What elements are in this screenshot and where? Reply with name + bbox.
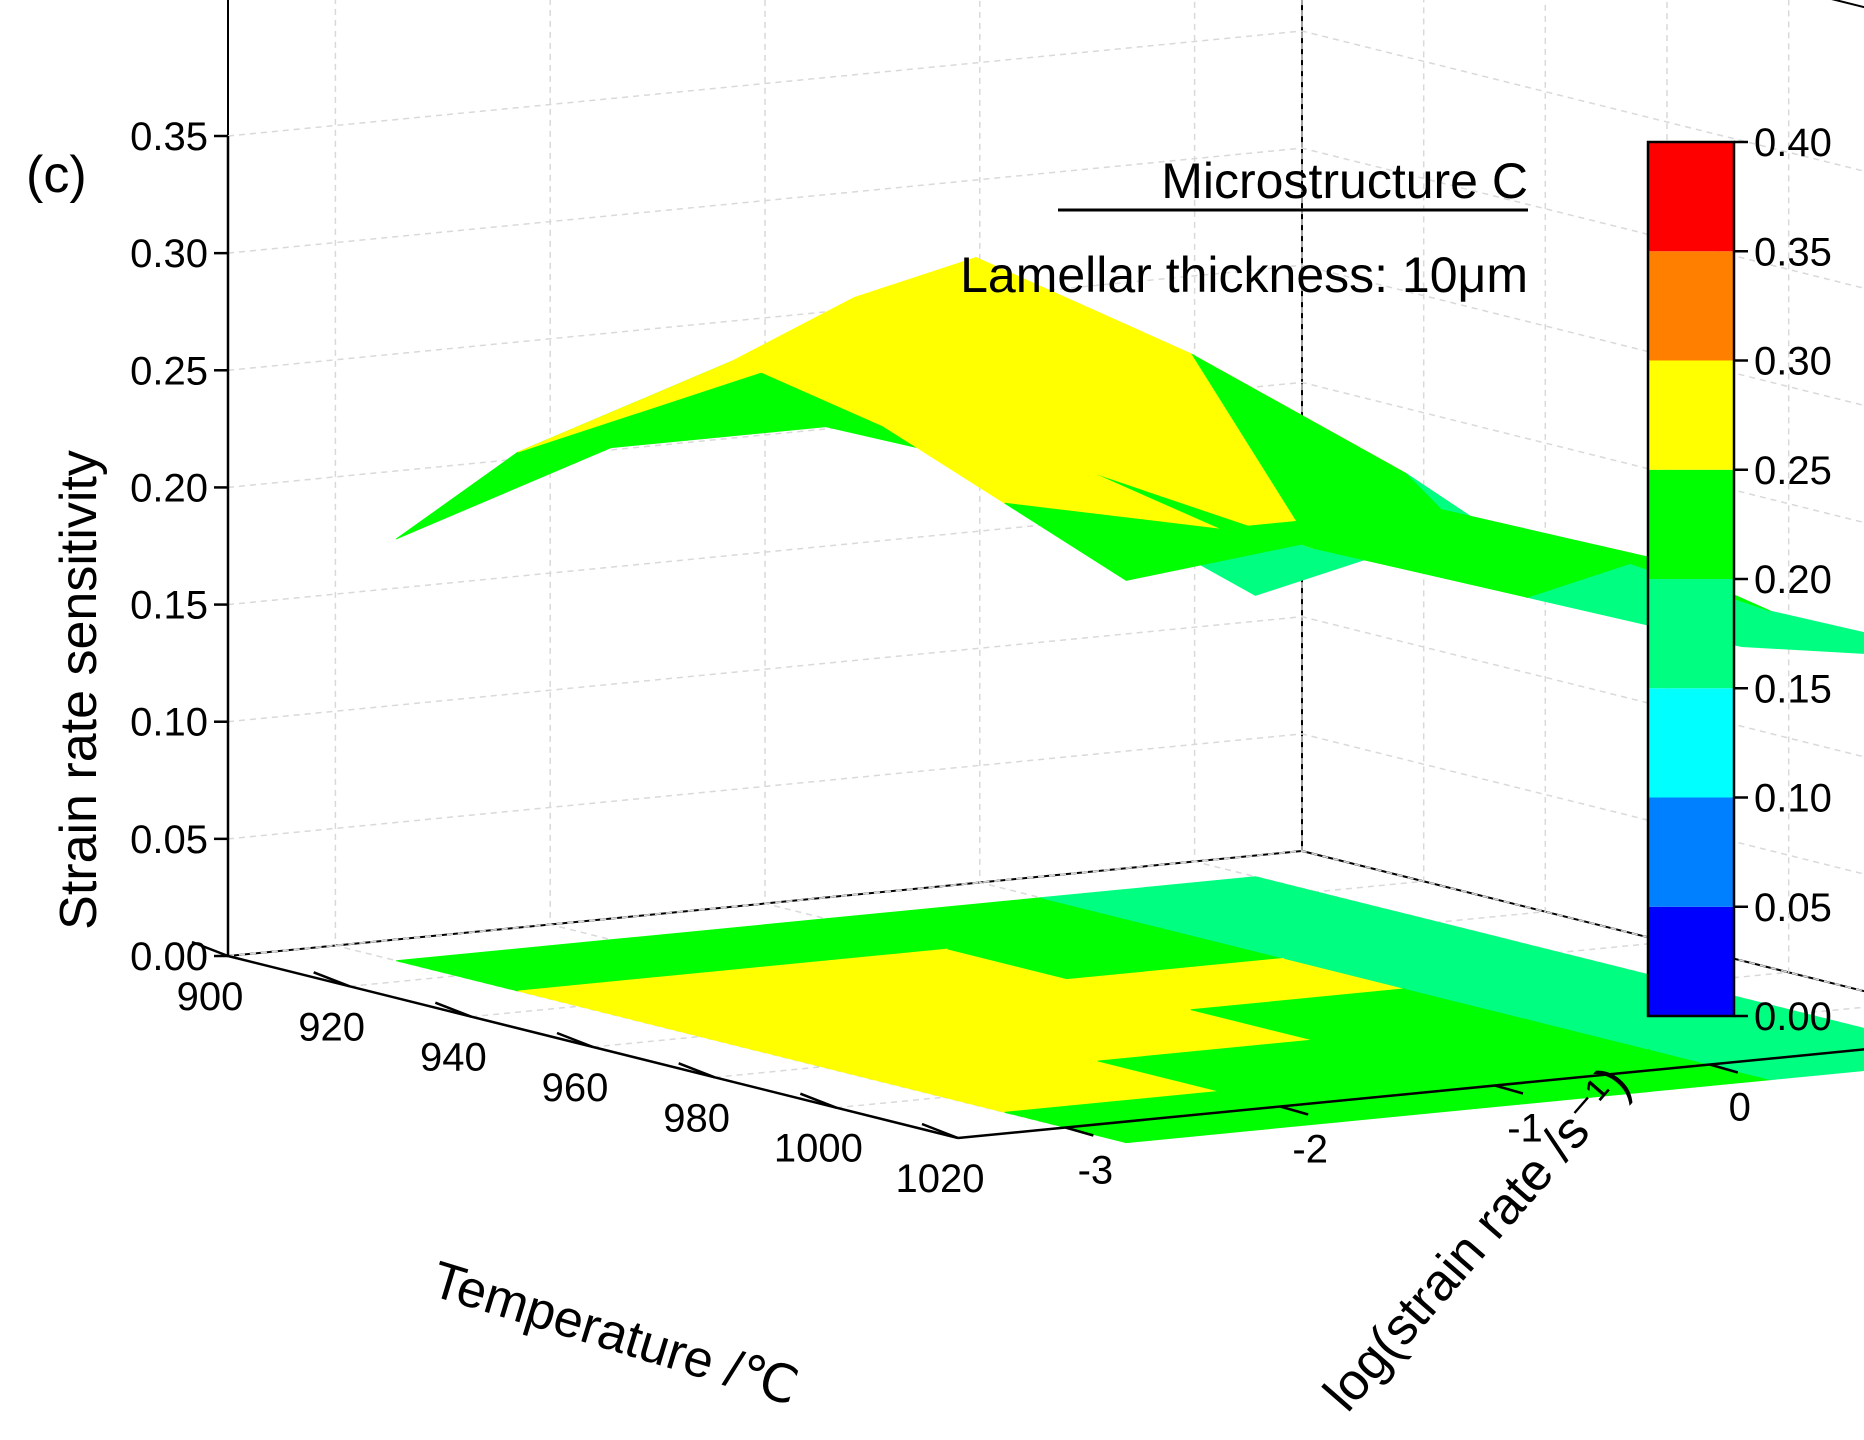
y-gridline: [549, 0, 1281, 1108]
x-tick: [191, 940, 229, 958]
colorbar-tick-label: 0.00: [1754, 995, 1832, 1039]
x-tick: [556, 1031, 594, 1049]
y-gridline: [334, 0, 1066, 1129]
colorbar-tick-label: 0.15: [1754, 667, 1832, 711]
chart-title: Microstructure C: [1161, 153, 1528, 209]
colorbar-tick-label: 0.05: [1754, 886, 1832, 930]
x-tick-label: 1020: [896, 1157, 985, 1201]
z-gridline: [227, 30, 1864, 172]
y-tick-label: -1: [1507, 1107, 1543, 1151]
x-gridline: [714, 0, 1790, 1079]
colorbar-segment: [1648, 797, 1734, 907]
colorbar: 0.00 0.05 0.10 0.15 0.20 0.25 0.30 0.35 0.40: [1646, 121, 1832, 1039]
y-gridline: [764, 0, 1496, 1087]
x-tick: [434, 1001, 472, 1018]
floor-projection: [396, 876, 1864, 1144]
z-tick-label: 0.35: [130, 115, 208, 159]
z-tick-label: 0.25: [130, 349, 208, 393]
x-tick: [313, 971, 351, 988]
colorbar-segment: [1648, 142, 1734, 252]
x-tick: [921, 1122, 959, 1140]
x-gridline: [471, 0, 1547, 1018]
y-tick: [1709, 1063, 1739, 1074]
z-axis-title: Strain rate sensitivity: [50, 450, 108, 930]
x-tick-label: 980: [663, 1096, 730, 1140]
tick-labels: 0.00 0.05 0.10 0.15 0.20 0.25 0.30 0.35 900 920 94…: [130, 115, 1751, 1201]
z-tick-label: 0.15: [130, 584, 208, 628]
colorbar-tick-label: 0.35: [1754, 230, 1832, 274]
colorbar-tick-label: 0.30: [1754, 340, 1832, 384]
z-tick-label: 0.00: [130, 935, 208, 979]
x-axis-title: Temperature /℃: [425, 1251, 805, 1417]
z-gridline: [227, 381, 1864, 524]
x-tick-label: 960: [542, 1066, 609, 1110]
panel-label: (c): [26, 146, 87, 204]
x-tick-label: 940: [420, 1036, 487, 1080]
colorbar-segment: [1648, 688, 1734, 798]
z-gridline: [227, 733, 1864, 875]
z-tick-label: 0.30: [130, 232, 208, 276]
z-gridline: [227, 615, 1864, 758]
x-gridline: [349, 0, 1425, 988]
x-tick: [799, 1092, 837, 1109]
colorbar-segment: [1648, 579, 1734, 689]
y-tick-label: -2: [1292, 1128, 1328, 1172]
colorbar-tick-label: 0.20: [1754, 558, 1832, 602]
chart-subtitle: Lamellar thickness: 10μm: [960, 247, 1528, 303]
y-tick-label: -3: [1078, 1149, 1114, 1193]
y-tick: [1065, 1126, 1094, 1137]
x-gridline: [227, 0, 1303, 957]
z-tick-label: 0.20: [130, 466, 208, 510]
colorbar-tick-label: 0.40: [1754, 121, 1832, 165]
colorbar-tick-label: 0.25: [1754, 449, 1832, 493]
y-tick: [1494, 1084, 1524, 1095]
colorbar-segment: [1648, 251, 1734, 361]
colorbar-segment: [1648, 469, 1734, 579]
colorbar-segment: [1648, 906, 1734, 1016]
y-tick: [1279, 1105, 1309, 1116]
x-tick-label: 900: [177, 975, 244, 1019]
colorbar-segment: [1648, 360, 1734, 470]
x-tick-label: 920: [298, 1005, 365, 1049]
y-tick-label: 0: [1729, 1086, 1751, 1130]
x-tick-label: 1000: [774, 1127, 863, 1171]
colorbar-tick-label: 0.10: [1754, 777, 1832, 821]
surface: [395, 256, 1864, 654]
z-tick-label: 0.05: [130, 818, 208, 862]
y-gridline: [1193, 0, 1864, 1030]
surface-cell: [1004, 502, 1342, 581]
x-tick: [678, 1062, 716, 1079]
z-tick-label: 0.10: [130, 701, 208, 745]
y-gridline: [979, 0, 1710, 1066]
